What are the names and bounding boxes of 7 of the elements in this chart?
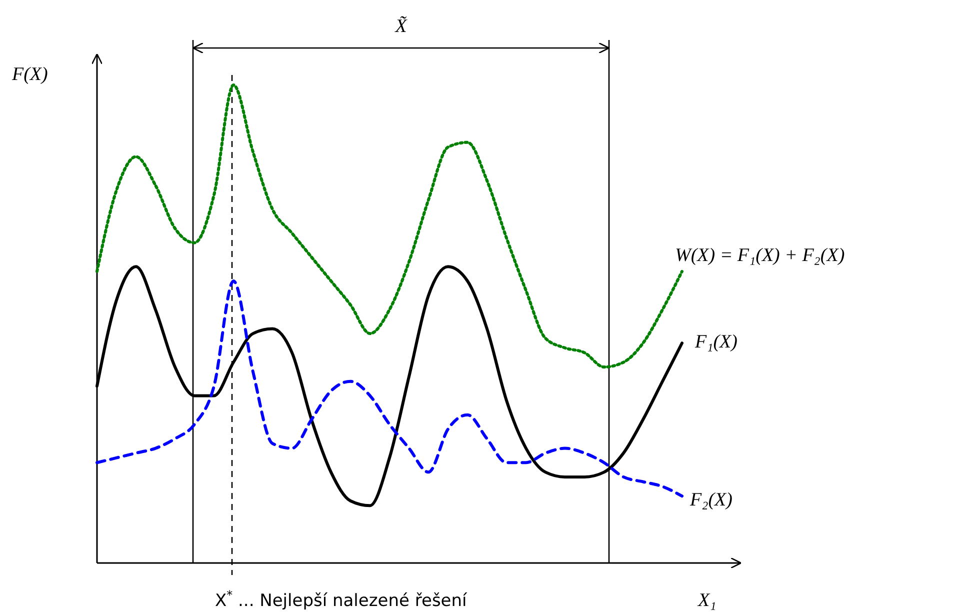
- y-axis-title: F(X): [11, 64, 48, 85]
- text: X$^{*}$ ... Nejlepší nalezené řešení: [215, 588, 468, 611]
- x-axis-title: X₁: [697, 590, 716, 611]
- series-label: F₁(X): [694, 331, 738, 352]
- series-label: W(X) = F₁(X) + F₂(X): [675, 244, 845, 266]
- text: X̃: [394, 16, 408, 37]
- series-label: F₂(X): [689, 489, 732, 510]
